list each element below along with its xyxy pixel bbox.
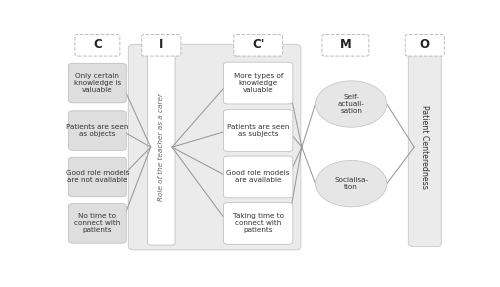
Text: C': C' bbox=[252, 38, 264, 51]
FancyBboxPatch shape bbox=[224, 156, 293, 198]
FancyBboxPatch shape bbox=[128, 44, 301, 250]
Text: C: C bbox=[93, 38, 102, 51]
Text: I: I bbox=[159, 38, 164, 51]
FancyBboxPatch shape bbox=[148, 49, 175, 245]
Text: Good role models
are not available: Good role models are not available bbox=[66, 170, 129, 183]
Text: M: M bbox=[340, 38, 351, 51]
Text: Self-
actuali-
sation: Self- actuali- sation bbox=[338, 94, 364, 114]
FancyBboxPatch shape bbox=[68, 63, 126, 103]
Text: Socialisa-
tion: Socialisa- tion bbox=[334, 177, 368, 190]
Text: No time to
connect with
patients: No time to connect with patients bbox=[74, 214, 120, 233]
FancyBboxPatch shape bbox=[224, 203, 293, 244]
FancyBboxPatch shape bbox=[224, 62, 293, 104]
Text: Role of the teacher as a carer: Role of the teacher as a carer bbox=[158, 93, 164, 201]
Ellipse shape bbox=[316, 160, 387, 207]
Text: Patients are seen
as subjects: Patients are seen as subjects bbox=[227, 124, 290, 137]
FancyBboxPatch shape bbox=[142, 34, 181, 56]
FancyBboxPatch shape bbox=[322, 34, 369, 56]
Text: Good role models
are available: Good role models are available bbox=[226, 170, 290, 183]
FancyBboxPatch shape bbox=[68, 203, 126, 243]
Text: Patients are seen
as objects: Patients are seen as objects bbox=[66, 124, 128, 137]
Text: O: O bbox=[420, 38, 430, 51]
FancyBboxPatch shape bbox=[405, 34, 444, 56]
FancyBboxPatch shape bbox=[75, 34, 120, 56]
FancyBboxPatch shape bbox=[68, 111, 126, 150]
Text: More types of
knowledge
valuable: More types of knowledge valuable bbox=[234, 73, 283, 93]
Text: Patient Centeredness: Patient Centeredness bbox=[420, 105, 430, 189]
Text: Only certain
knowledge is
valuable: Only certain knowledge is valuable bbox=[74, 73, 121, 93]
FancyBboxPatch shape bbox=[224, 110, 293, 152]
FancyBboxPatch shape bbox=[68, 157, 126, 197]
Text: Taking time to
connect with
patients: Taking time to connect with patients bbox=[232, 214, 283, 233]
FancyBboxPatch shape bbox=[234, 34, 282, 56]
FancyBboxPatch shape bbox=[408, 48, 442, 247]
Ellipse shape bbox=[316, 81, 387, 127]
